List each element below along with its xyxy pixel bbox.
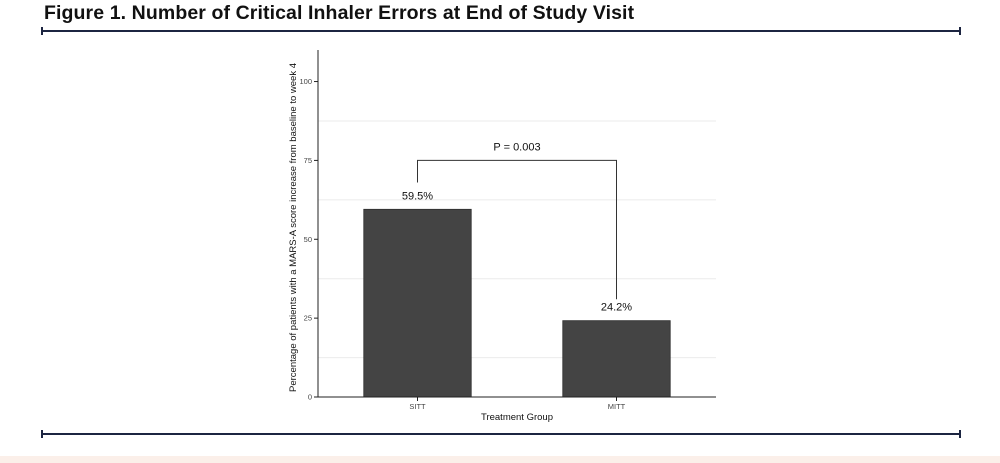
y-tick-label: 25 bbox=[304, 314, 312, 323]
x-axis-title: Treatment Group bbox=[481, 412, 553, 423]
bottom-rule-left-cap bbox=[41, 430, 43, 438]
y-tick-label: 75 bbox=[304, 156, 312, 165]
data-label-sitt: 59.5% bbox=[402, 190, 433, 202]
y-tick-label: 100 bbox=[299, 77, 312, 86]
y-tick-label: 0 bbox=[308, 393, 312, 402]
figure-title: Figure 1. Number of Critical Inhaler Err… bbox=[44, 2, 635, 24]
bar-sitt bbox=[363, 208, 472, 398]
bar-mitt bbox=[562, 320, 671, 398]
bottom-strip bbox=[0, 456, 1000, 463]
top-rule-left-cap bbox=[41, 27, 43, 35]
bottom-rule bbox=[41, 430, 961, 438]
bottom-rule-right-cap bbox=[959, 430, 961, 438]
x-tick-label-mitt: MITT bbox=[608, 402, 626, 411]
y-axis-title: Percentage of patients with a MARS-A sco… bbox=[288, 63, 299, 392]
significance-bracket bbox=[417, 159, 617, 300]
top-rule-right-cap bbox=[959, 27, 961, 35]
data-label-mitt: 24.2% bbox=[601, 302, 632, 314]
top-rule bbox=[41, 27, 961, 35]
y-tick-label: 50 bbox=[304, 235, 312, 244]
x-tick-label-sitt: SITT bbox=[409, 402, 426, 411]
p-value-annotation: P = 0.003 bbox=[493, 141, 540, 153]
